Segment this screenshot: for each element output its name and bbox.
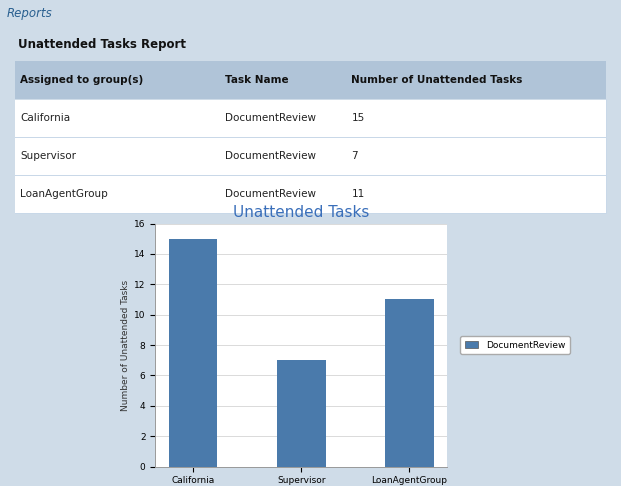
Text: Reports: Reports <box>6 7 52 19</box>
FancyBboxPatch shape <box>16 100 220 137</box>
FancyBboxPatch shape <box>220 100 347 137</box>
Title: Unattended Tasks: Unattended Tasks <box>233 205 369 220</box>
FancyBboxPatch shape <box>220 61 347 99</box>
Text: LoanAgentGroup: LoanAgentGroup <box>20 189 108 199</box>
FancyBboxPatch shape <box>347 138 605 175</box>
FancyBboxPatch shape <box>347 61 605 99</box>
FancyBboxPatch shape <box>16 138 220 175</box>
FancyBboxPatch shape <box>16 176 220 213</box>
Bar <box>277 360 325 467</box>
Text: Supervisor: Supervisor <box>20 151 76 161</box>
Bar <box>385 299 434 467</box>
Text: DocumentReview: DocumentReview <box>225 189 316 199</box>
Text: 7: 7 <box>351 151 358 161</box>
FancyBboxPatch shape <box>347 176 605 213</box>
Text: DocumentReview: DocumentReview <box>225 151 316 161</box>
FancyBboxPatch shape <box>16 61 220 99</box>
Text: California: California <box>20 113 70 123</box>
FancyBboxPatch shape <box>220 176 347 213</box>
Text: Number of Unattended Tasks: Number of Unattended Tasks <box>351 74 523 85</box>
Text: DocumentReview: DocumentReview <box>225 113 316 123</box>
Text: Assigned to group(s): Assigned to group(s) <box>20 74 143 85</box>
Legend: DocumentReview: DocumentReview <box>460 336 569 354</box>
Text: Unattended Tasks Report: Unattended Tasks Report <box>19 38 186 51</box>
Text: 11: 11 <box>351 189 365 199</box>
Bar <box>168 239 217 467</box>
Text: 15: 15 <box>351 113 365 123</box>
FancyBboxPatch shape <box>347 100 605 137</box>
Text: Task Name: Task Name <box>225 74 289 85</box>
FancyBboxPatch shape <box>220 138 347 175</box>
Y-axis label: Number of Unattended Tasks: Number of Unattended Tasks <box>121 279 130 411</box>
